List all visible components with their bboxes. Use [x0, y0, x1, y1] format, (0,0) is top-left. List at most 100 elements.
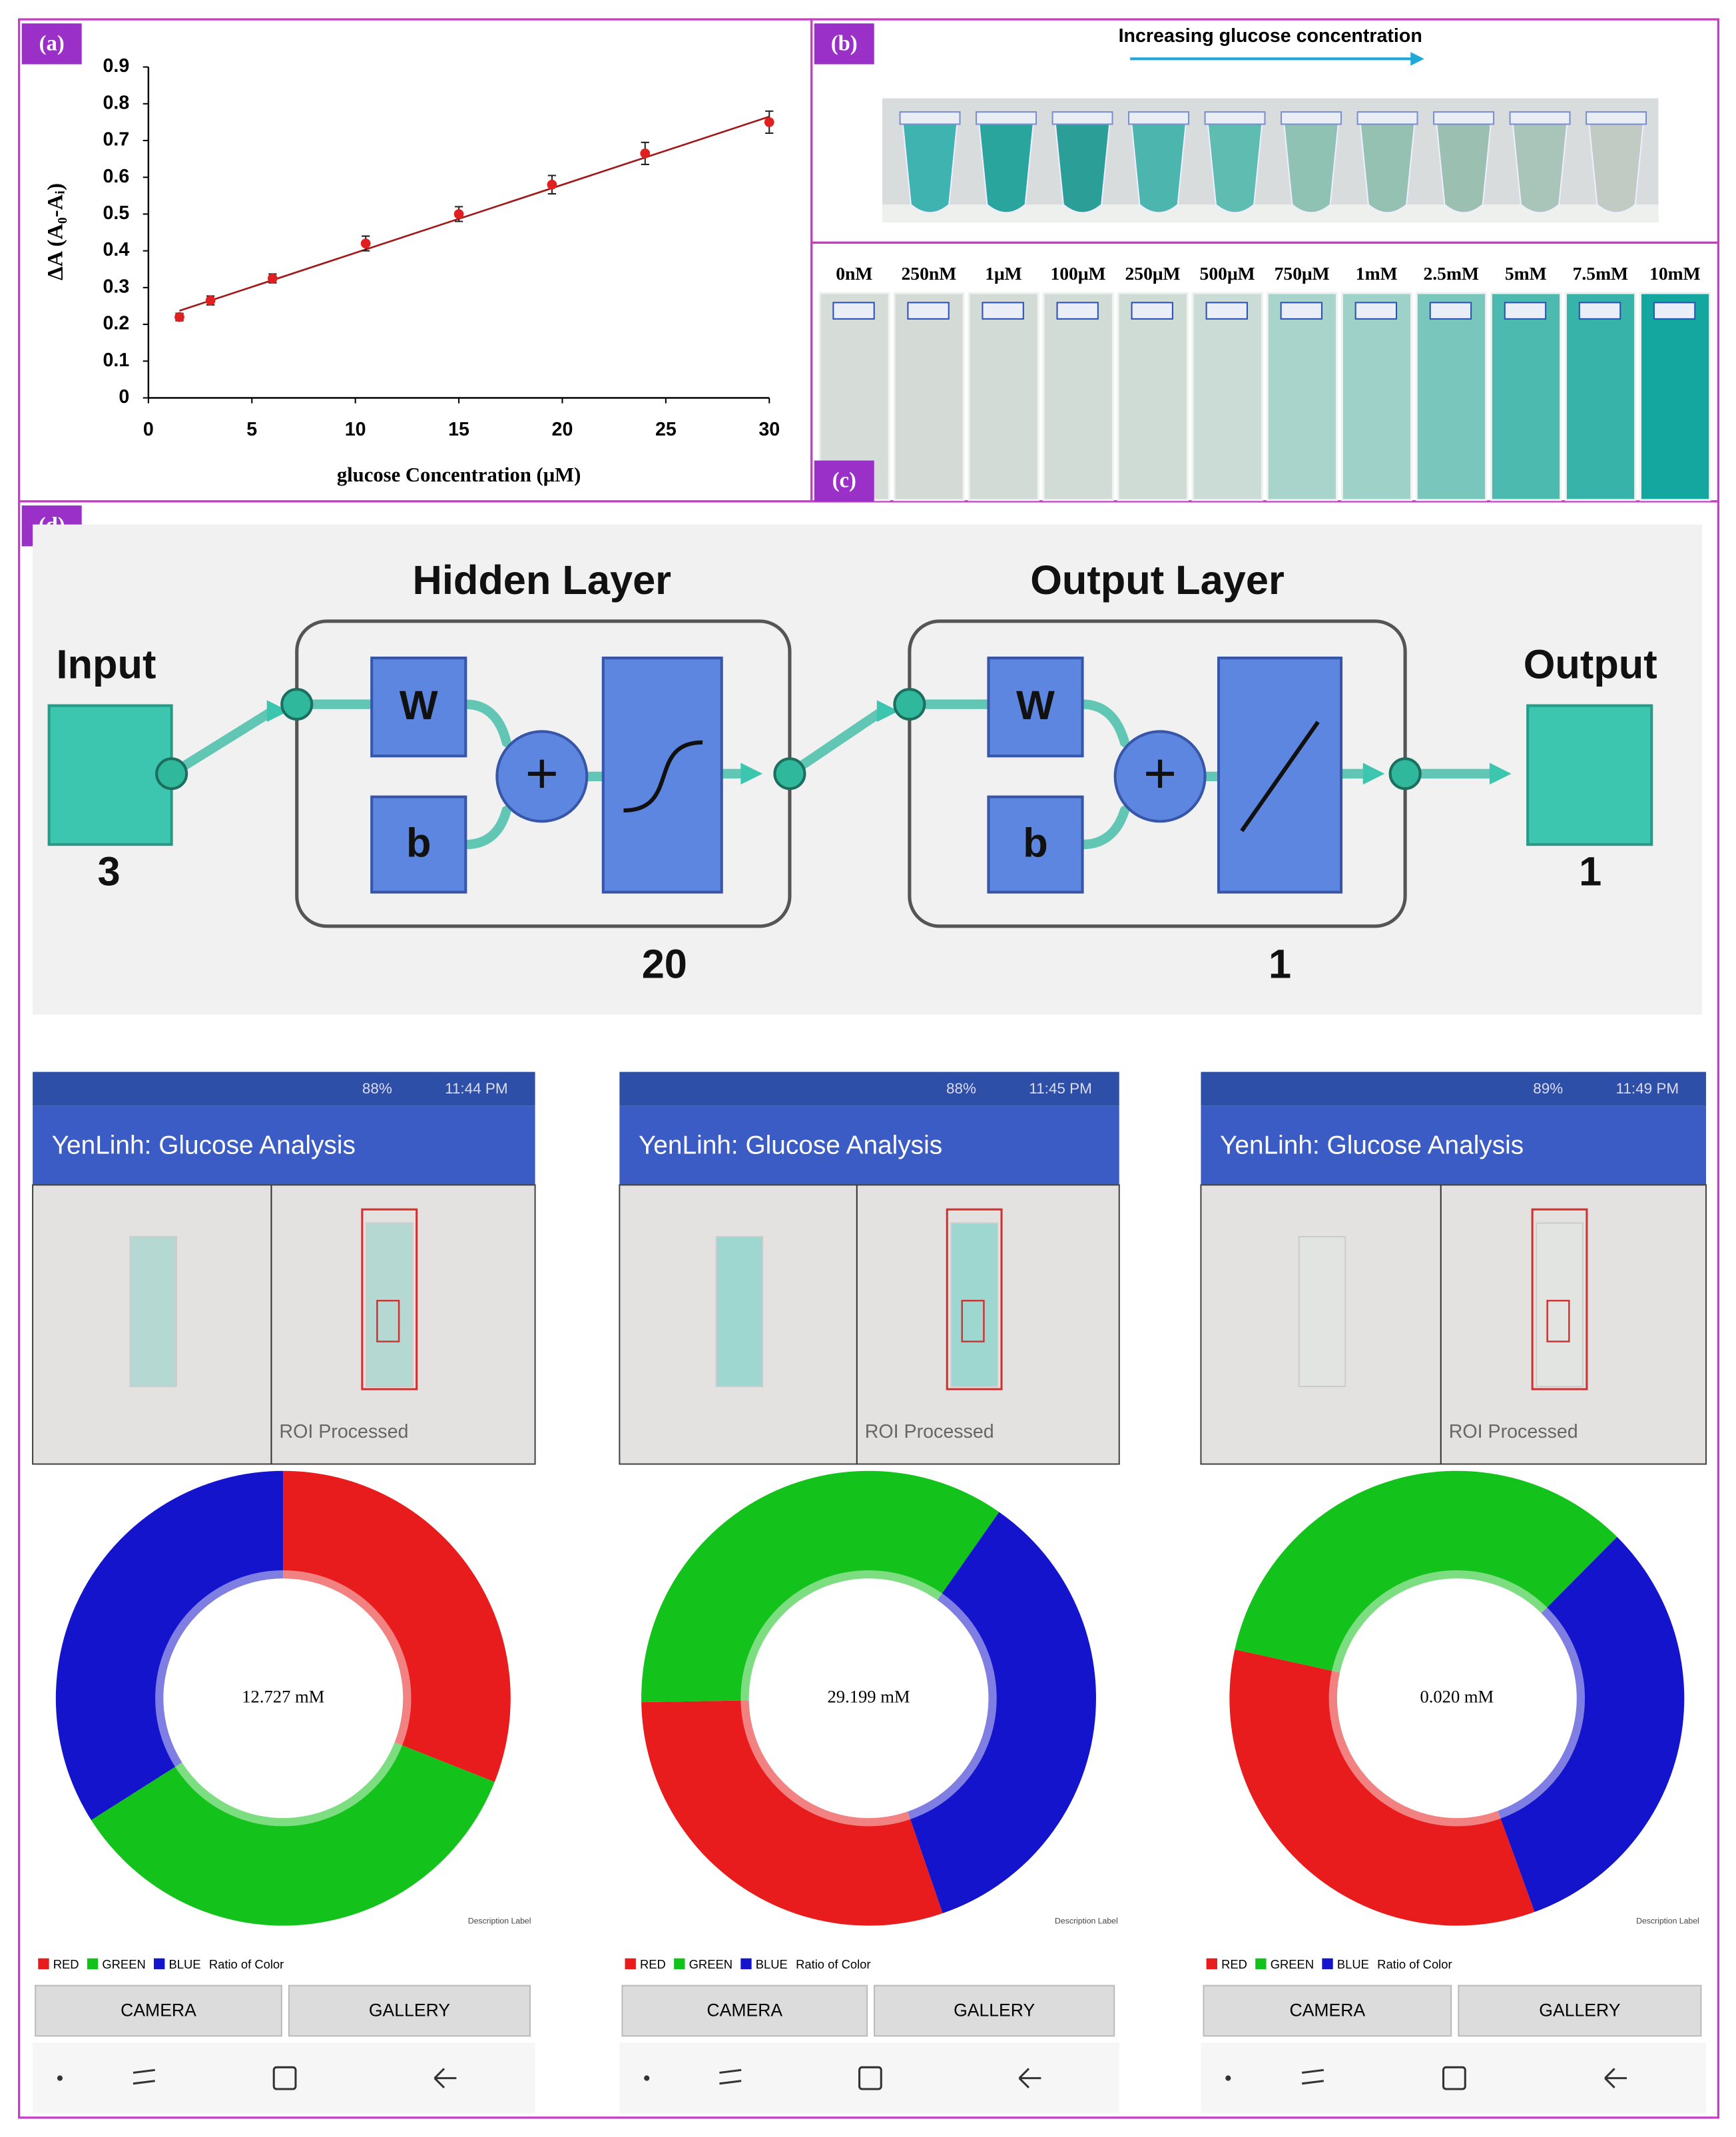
legend-swatch: [154, 1958, 165, 1970]
sum-label: +: [525, 742, 559, 806]
nav-recent: [1301, 2068, 1324, 2085]
tube: [978, 122, 1035, 214]
tube-cap: [899, 111, 961, 125]
x-tick-label: 5: [246, 419, 257, 440]
cuvette: [1042, 292, 1114, 501]
cuvette-photo: [365, 1222, 414, 1387]
button[interactable]: [1203, 1984, 1452, 2037]
cuvette: [1639, 292, 1711, 501]
input-label: Input: [57, 641, 156, 687]
output-label: Output: [1524, 641, 1657, 687]
data-point: [360, 238, 371, 248]
data-point: [640, 148, 651, 158]
button[interactable]: [874, 1984, 1115, 2037]
status-time: 11:49 PM: [1616, 1080, 1679, 1097]
tube-cap: [1509, 111, 1571, 125]
tube-cap: [1281, 111, 1342, 125]
output-layer-size: 1: [1269, 940, 1291, 986]
status-bar: [1201, 1071, 1707, 1106]
button[interactable]: [1458, 1984, 1702, 2037]
roi-label: ROI Processed: [865, 1421, 994, 1442]
hidden-size: 20: [642, 940, 687, 986]
node: [280, 688, 314, 721]
panel-label: (a): [39, 31, 65, 55]
tube: [1054, 122, 1111, 214]
status-battery: 88%: [946, 1080, 976, 1097]
y-axis-title: ΔA (A₀-Aᵢ): [43, 183, 67, 280]
sum-label: +: [1143, 742, 1177, 806]
button[interactable]: [288, 1984, 531, 2037]
center-label: 0.020 mM: [1420, 1686, 1494, 1706]
hidden-title: Hidden Layer: [413, 557, 672, 603]
description: Description Label: [1636, 1917, 1699, 1926]
description: Description Label: [468, 1917, 531, 1926]
roi-box: [376, 1299, 400, 1343]
donut-segment: [908, 1512, 1096, 1914]
legend-swatch: [625, 1958, 636, 1970]
description: Description Label: [1055, 1917, 1118, 1926]
donut-hole-ring: [740, 1570, 997, 1827]
cuvette-label: [907, 302, 950, 320]
linear: [1240, 721, 1320, 832]
node: [893, 688, 926, 721]
arrow-head: [740, 763, 763, 785]
status-bar: [33, 1071, 535, 1106]
legend-swatch: [674, 1958, 685, 1970]
tube: [1207, 122, 1263, 214]
x-tick-label: 25: [655, 419, 677, 440]
donut-segment: [91, 1742, 495, 1926]
bias-label: b: [406, 819, 431, 865]
status-time: 11:45 PM: [1029, 1080, 1092, 1097]
concentration-label: 10mM: [1649, 263, 1701, 284]
nav-home: [272, 2066, 297, 2090]
button-label: CAMERA: [707, 2000, 782, 2020]
legend-label: BLUE: [756, 1957, 788, 1971]
button[interactable]: [35, 1984, 282, 2037]
y-tick-label: 0: [119, 386, 129, 408]
title-bar: [1201, 1105, 1707, 1185]
legend-label: BLUE: [1337, 1957, 1369, 1971]
bias-box: [370, 795, 467, 894]
nav-bar: [1201, 2042, 1707, 2114]
cuvette-label: [1429, 302, 1472, 320]
arrow-head: [1362, 763, 1385, 785]
donut-segment: [1229, 1649, 1535, 1926]
weight-box: [987, 656, 1084, 758]
data-point: [764, 117, 774, 127]
bias-box: [987, 795, 1084, 894]
concentration-label: 250nM: [902, 263, 957, 284]
panel-label: (c): [832, 469, 856, 493]
x-axis-title: glucose Concentration (μM): [337, 463, 581, 486]
y-tick-label: 0.1: [103, 350, 129, 371]
tube-cap: [1433, 111, 1495, 125]
panel-label: (b): [831, 31, 858, 55]
cuvette: [893, 292, 965, 501]
tube-cap: [1051, 111, 1113, 125]
data-point: [267, 273, 278, 284]
button-label: CAMERA: [121, 2000, 196, 2020]
cuvette-label: [1354, 302, 1398, 320]
concentration-label: 500μM: [1200, 263, 1255, 284]
title-bar: [33, 1105, 535, 1185]
button[interactable]: [621, 1984, 868, 2037]
sum-node: [495, 730, 589, 823]
weight-label: W: [1016, 682, 1055, 728]
panel-label-bg: [814, 460, 874, 501]
output-size: 1: [1579, 848, 1601, 894]
donut-segment: [1498, 1536, 1685, 1913]
concentration-label: 1mM: [1356, 263, 1398, 284]
arrow-head: [1489, 763, 1512, 785]
nav-recent: [133, 2068, 155, 2085]
node: [1388, 757, 1422, 790]
cuvette-label: [1653, 302, 1696, 320]
legend-swatch: [1206, 1958, 1217, 1970]
arrow-head: [266, 700, 289, 723]
concentration-label: 250μM: [1125, 263, 1181, 284]
data-point: [205, 295, 216, 306]
legend-swatch: [38, 1958, 49, 1970]
trendline: [179, 115, 770, 312]
donut-segment: [641, 1700, 943, 1926]
roi-box: [961, 1299, 985, 1343]
concentration-label: 0nM: [836, 263, 872, 284]
